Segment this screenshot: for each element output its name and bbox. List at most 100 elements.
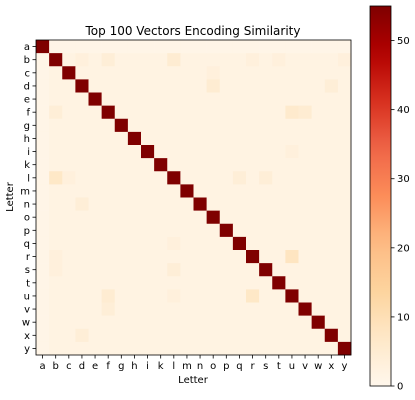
colorbar-frame: [369, 5, 392, 387]
heatmap-cell: [219, 210, 234, 225]
heatmap-cell: [62, 40, 76, 54]
heatmap-cell: [311, 105, 326, 120]
heatmap-cell: [167, 210, 181, 225]
heatmap-cell: [49, 276, 63, 290]
heatmap-cell: [337, 66, 352, 80]
heatmap-cell: [114, 328, 129, 343]
heatmap-cell: [36, 328, 50, 343]
heatmap-cell: [311, 184, 326, 198]
heatmap-cell: [324, 118, 339, 133]
heatmap-cell: [49, 250, 63, 264]
heatmap-cell: [101, 105, 116, 120]
heatmap-cell: [36, 53, 50, 67]
heatmap-cell: [127, 53, 142, 67]
x-tick-label: e: [92, 361, 98, 372]
heatmap-cell: [311, 171, 326, 185]
heatmap-cell: [337, 118, 352, 133]
heatmap-cell: [101, 328, 116, 343]
y-tick-label: i: [27, 147, 30, 158]
heatmap-cell: [167, 289, 181, 303]
heatmap-cell: [337, 276, 352, 290]
y-tick-label: n: [24, 200, 30, 211]
heatmap-cell: [259, 131, 273, 146]
heatmap-cell: [62, 171, 76, 185]
heatmap-cell: [232, 66, 247, 80]
heatmap-cell: [114, 289, 129, 303]
heatmap-cell: [311, 158, 326, 172]
y-tick-label: s: [25, 265, 30, 276]
y-tick-label: q: [24, 239, 30, 250]
heatmap-cell: [75, 79, 89, 93]
heatmap-cell: [114, 210, 129, 225]
heatmap-cell: [272, 341, 286, 356]
heatmap-cell: [141, 158, 155, 172]
heatmap-cell: [232, 171, 247, 185]
heatmap-cell: [311, 263, 326, 277]
heatmap-cell: [246, 328, 260, 343]
heatmap-cell: [62, 79, 76, 93]
heatmap-cell: [36, 171, 50, 185]
heatmap-cell: [180, 210, 194, 225]
heatmap-cell: [101, 158, 116, 172]
heatmap-cell: [62, 105, 76, 120]
x-tick-label: p: [223, 361, 229, 372]
heatmap-cell: [246, 276, 260, 290]
heatmap-cell: [180, 236, 194, 251]
heatmap-cell: [88, 341, 102, 356]
heatmap-cell: [193, 118, 207, 133]
heatmap-cell: [75, 236, 89, 251]
heatmap-cell: [154, 131, 168, 146]
x-tick-label: k: [158, 361, 164, 372]
heatmap-cell: [88, 263, 102, 277]
heatmap-cell: [259, 53, 273, 67]
heatmap-cell: [324, 341, 339, 356]
heatmap-cell: [88, 105, 102, 120]
heatmap-cell: [88, 328, 102, 343]
heatmap-cell: [298, 328, 312, 343]
heatmap-cell: [62, 184, 76, 198]
heatmap-cell: [101, 315, 116, 330]
heatmap-cell: [75, 53, 89, 67]
heatmap-cell: [167, 276, 181, 290]
heatmap-cell: [298, 276, 312, 290]
y-tick-label: p: [24, 226, 30, 237]
heatmap-cell: [246, 197, 260, 211]
heatmap-cell: [36, 145, 50, 159]
heatmap-cell: [285, 263, 299, 277]
heatmap-cell: [246, 66, 260, 80]
heatmap-cell: [62, 341, 76, 356]
heatmap-cell: [180, 315, 194, 330]
heatmap-cell: [36, 40, 50, 54]
heatmap-cell: [180, 79, 194, 93]
heatmap-cell: [272, 210, 286, 225]
heatmap-cell: [101, 276, 116, 290]
heatmap-cell: [62, 145, 76, 159]
heatmap-cell: [272, 328, 286, 343]
heatmap-cell: [127, 263, 142, 277]
heatmap-cell: [154, 66, 168, 80]
heatmap-cell: [180, 105, 194, 120]
heatmap-cell: [101, 40, 116, 54]
heatmap-cell: [88, 184, 102, 198]
heatmap-cell: [127, 223, 142, 238]
y-tick-label: w: [22, 318, 30, 329]
heatmap-cell: [167, 92, 181, 106]
heatmap-cell: [141, 184, 155, 198]
heatmap-cell: [206, 92, 221, 106]
heatmap-cell: [141, 131, 155, 146]
heatmap-cell: [127, 328, 142, 343]
heatmap-cell: [101, 236, 116, 251]
heatmap-cell: [219, 289, 234, 303]
heatmap-cell: [36, 289, 50, 303]
heatmap-cell: [180, 223, 194, 238]
heatmap-cell: [232, 223, 247, 238]
y-tick-label: d: [24, 81, 30, 92]
heatmap-cell: [272, 118, 286, 133]
x-tick-label: o: [210, 361, 216, 372]
heatmap-cell: [337, 236, 352, 251]
heatmap-cell: [167, 105, 181, 120]
heatmap-cell: [246, 341, 260, 356]
heatmap-cell: [62, 131, 76, 146]
heatmap-cell: [337, 341, 352, 356]
